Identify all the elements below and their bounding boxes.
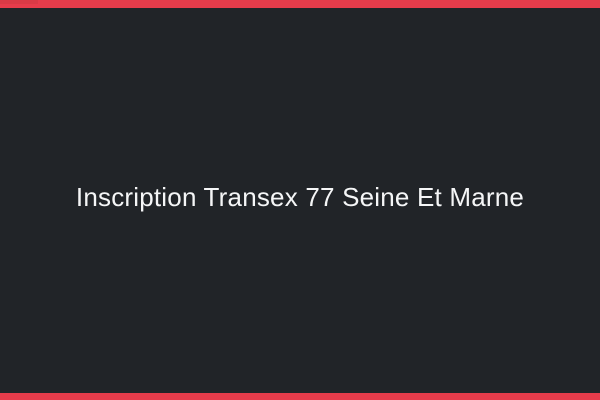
- page-title: Inscription Transex 77 Seine Et Marne: [75, 182, 525, 213]
- bottom-accent-bar: [0, 393, 600, 400]
- top-accent-notch: [0, 0, 38, 4]
- top-accent-bar: [0, 0, 600, 8]
